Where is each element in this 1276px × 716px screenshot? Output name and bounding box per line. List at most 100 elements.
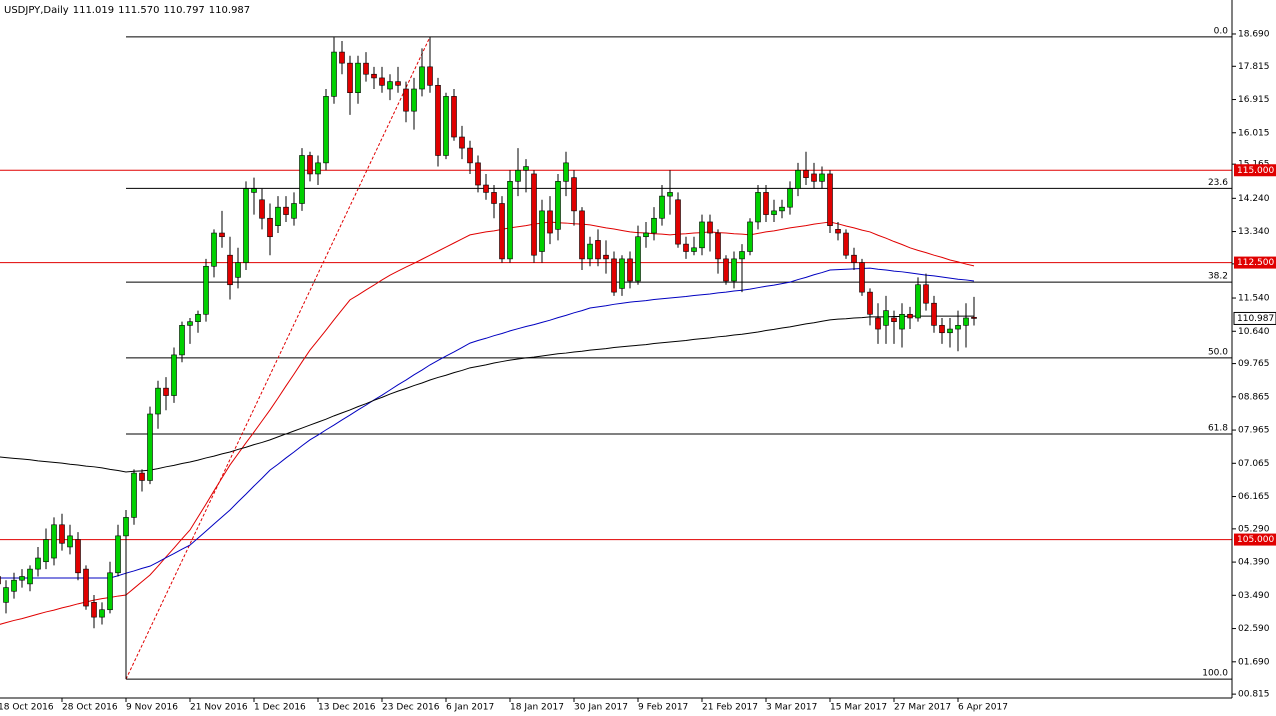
x-tick-label: 21 Feb 2017: [702, 703, 758, 713]
candle-body: [443, 96, 449, 156]
candle-body: [67, 535, 73, 548]
candle-body: [171, 354, 177, 396]
symbol: USDJPY,Daily: [4, 5, 69, 16]
y-tick-label: 03.490: [1238, 591, 1270, 601]
candle-body: [611, 258, 617, 293]
candle-body: [875, 317, 881, 330]
candle-body: [779, 206, 785, 212]
candle-body: [507, 181, 513, 260]
y-tick-label: 14.240: [1238, 194, 1270, 204]
y-tick-label: 17.815: [1238, 62, 1270, 72]
moving-average: [0, 315, 974, 473]
level-label-box: [1234, 256, 1276, 269]
candle-body: [51, 524, 57, 559]
candle-body: [867, 291, 873, 315]
x-tick-label: 9 Nov 2016: [126, 703, 178, 713]
candle-body: [939, 325, 945, 334]
candle-body: [731, 258, 737, 282]
candle-body: [659, 195, 665, 219]
candle-body: [187, 321, 193, 326]
candle-body: [219, 232, 225, 238]
candle-body: [699, 221, 705, 249]
candle-body: [955, 325, 961, 330]
x-tick-label: 23 Dec 2016: [382, 703, 440, 713]
candle-body: [91, 602, 97, 618]
candle-body: [923, 284, 929, 304]
candle-body: [499, 203, 505, 260]
candle-body: [467, 147, 473, 164]
fib-label: 0.0: [1214, 26, 1229, 36]
y-tick-label: 10.640: [1238, 327, 1270, 337]
candle-body: [571, 177, 577, 212]
candle-body: [451, 96, 457, 138]
candle-body: [931, 302, 937, 326]
y-tick-label: 09.765: [1238, 359, 1270, 369]
y-tick-label: 00.815: [1238, 690, 1270, 700]
candle-body: [907, 313, 913, 319]
candle-body: [379, 77, 385, 86]
candle-body: [891, 317, 897, 322]
candle-body: [531, 173, 537, 256]
candle-body: [131, 472, 137, 518]
candle-body: [275, 206, 281, 226]
candle-body: [667, 192, 673, 197]
level-label: 112.500: [1237, 258, 1274, 268]
candle-body: [459, 136, 465, 149]
level-label-box: [1234, 164, 1276, 177]
candle-body: [651, 217, 657, 234]
candle-body: [347, 62, 353, 93]
candle-body: [355, 62, 361, 93]
candle-body: [627, 258, 633, 282]
candle-body: [963, 317, 969, 326]
x-tick-label: 6 Apr 2017: [958, 703, 1008, 713]
x-tick-label: 15 Mar 2017: [830, 703, 887, 713]
candle-body: [595, 240, 601, 260]
fib-label: 61.8: [1208, 423, 1228, 433]
y-tick-label: 06.165: [1238, 492, 1270, 502]
candle-body: [835, 229, 841, 234]
fib-trendline: [125, 36, 431, 680]
candle-body: [971, 316, 977, 319]
x-tick-label: 9 Feb 2017: [638, 703, 688, 713]
candle-body: [387, 81, 393, 90]
candle-body: [899, 313, 905, 330]
candle-body: [227, 254, 233, 286]
level-label-box: [1234, 533, 1276, 546]
candle-body: [491, 192, 497, 204]
y-tick-label: 13.340: [1238, 227, 1270, 237]
candle-body: [3, 587, 9, 603]
axis-area: 18.69017.81516.91516.01515.16514.24013.3…: [0, 29, 1276, 713]
candle-body: [435, 85, 441, 156]
y-tick-label: 18.690: [1238, 29, 1270, 39]
y-tick-label: 04.390: [1238, 558, 1270, 568]
candle-body: [203, 265, 209, 315]
candle-body: [707, 221, 713, 234]
candle-body: [795, 169, 801, 190]
candle-body: [139, 472, 145, 481]
candle-body: [83, 568, 89, 607]
candle-body: [99, 609, 105, 618]
candle-body: [59, 524, 65, 544]
candle-body: [267, 217, 273, 238]
candle-body: [211, 232, 217, 267]
x-tick-label: 18 Jan 2017: [510, 703, 564, 713]
candle-body: [163, 387, 169, 396]
candle-body: [195, 313, 201, 322]
candle-body: [259, 199, 265, 219]
candle-body: [643, 232, 649, 238]
candle-body: [411, 88, 417, 112]
candle-body: [107, 572, 113, 611]
candle-body: [675, 199, 681, 245]
candle-body: [883, 310, 889, 326]
x-tick-label: 1 Dec 2016: [254, 703, 306, 713]
candle-body: [691, 247, 697, 252]
candle-body: [539, 210, 545, 252]
candle-body: [819, 173, 825, 182]
x-tick-label: 21 Nov 2016: [190, 703, 248, 713]
candle-body: [43, 539, 49, 563]
y-tick-label: 07.965: [1238, 426, 1270, 436]
candle-body: [787, 188, 793, 208]
y-tick-label: 07.065: [1238, 459, 1270, 469]
x-tick-label: 28 Oct 2016: [62, 703, 118, 713]
